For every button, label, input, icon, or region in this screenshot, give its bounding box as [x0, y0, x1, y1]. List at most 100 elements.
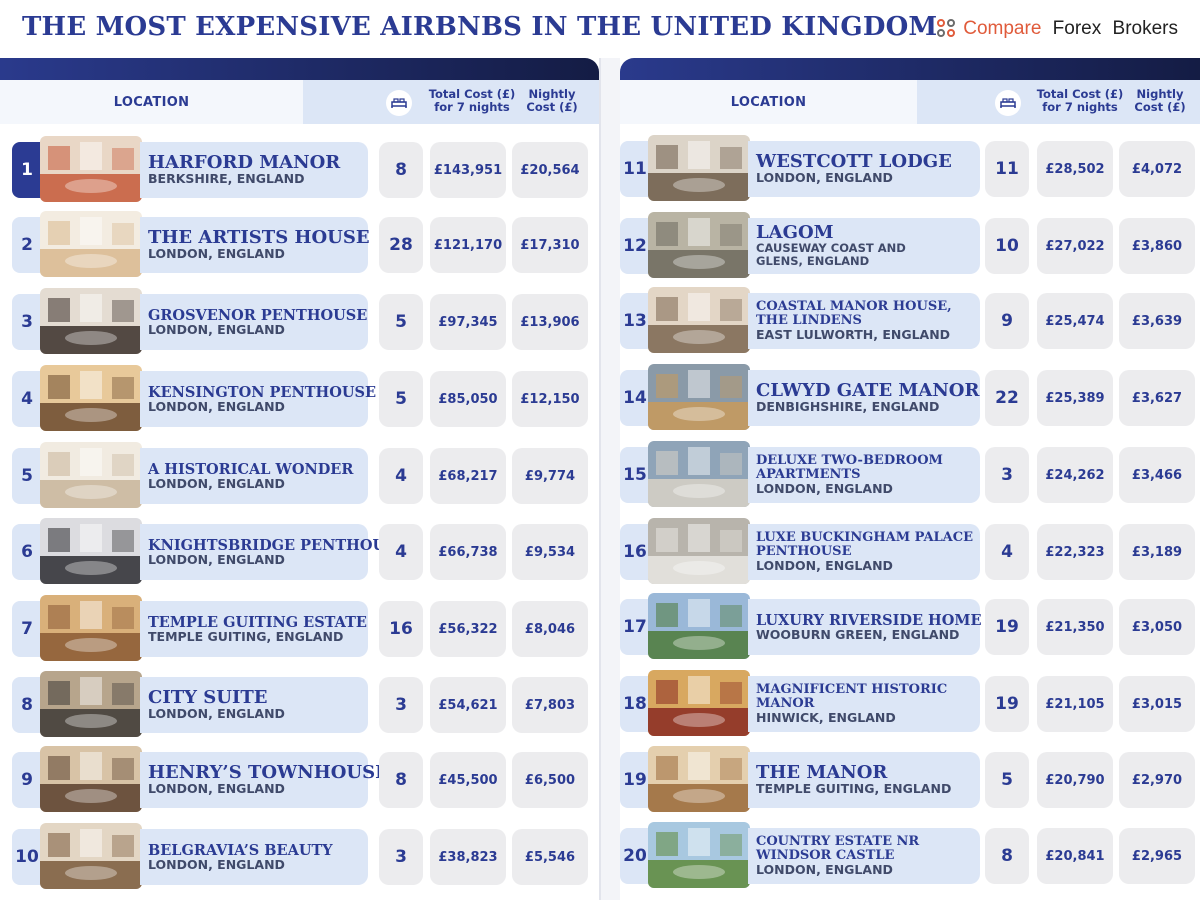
- rank-badge: 10: [12, 829, 42, 885]
- total-cost-cell: £143,951: [430, 142, 506, 198]
- listing-location: LONDON, ENGLAND: [148, 856, 285, 872]
- listing-info: CITY SUITE LONDON, ENGLAND: [140, 677, 368, 733]
- total-cost-header: Total Cost (£) for 7 nights: [1036, 87, 1124, 114]
- listing-info: WESTCOTT LODGE LONDON, ENGLAND: [748, 141, 980, 197]
- total-cost-cell: £22,323: [1037, 524, 1113, 580]
- rank-badge: 14: [620, 370, 650, 426]
- location-header: LOCATION: [620, 80, 917, 124]
- panel-topbar: [620, 58, 1200, 80]
- nightly-cost-cell: £3,050: [1119, 599, 1195, 655]
- listing-location: LONDON, ENGLAND: [148, 246, 285, 261]
- listing-name: COUNTRY ESTATE NR WINDSOR CASTLE: [756, 834, 920, 863]
- listing-info: KNIGHTSBRIDGE PENTHOUSE LONDON, ENGLAND: [140, 524, 407, 580]
- table-row: 10 BELGRAVIA’S BEAUTY LONDON, ENGLAND 3 £…: [0, 823, 600, 889]
- listing-location: LONDON, ENGLAND: [148, 551, 285, 567]
- listing-photo: [648, 135, 750, 201]
- table-row: 8 CITY SUITE LONDON, ENGLAND 3 £54,621 £7…: [0, 671, 600, 737]
- listing-photo: [40, 595, 142, 661]
- left-table: LOCATION Total Cost (£) for 7 nights Nigh…: [0, 58, 601, 900]
- right-table: LOCATION Total Cost (£) for 7 nights Nigh…: [620, 58, 1200, 900]
- rank-badge: 16: [620, 524, 650, 580]
- listing-info: LUXURY RIVERSIDE HOME WOOBURN GREEN, ENGL…: [748, 599, 982, 655]
- listing-location: LONDON, ENGLAND: [148, 398, 285, 414]
- table-row: 1 HARFORD MANOR BERKSHIRE, ENGLAND 8 £143…: [0, 136, 600, 202]
- listing-photo: [40, 823, 142, 889]
- listing-photo: [648, 212, 750, 278]
- rank-badge: 3: [12, 294, 42, 350]
- listing-photo: [648, 364, 750, 430]
- nightly-cost-cell: £4,072: [1119, 141, 1195, 197]
- listing-name: WESTCOTT LODGE: [756, 151, 952, 172]
- table-row: 18 MAGNIFICENT HISTORIC MANOR HINWICK, ENG…: [620, 670, 1200, 736]
- rank-badge: 20: [620, 828, 650, 884]
- rank-badge: 17: [620, 599, 650, 655]
- rank-badge: 5: [12, 448, 42, 504]
- bedrooms-cell: 8: [379, 752, 423, 808]
- column-header: LOCATION Total Cost (£) for 7 nights Nigh…: [0, 80, 599, 124]
- brand-part-3: Brokers: [1112, 18, 1178, 39]
- listing-name: KENSINGTON PENTHOUSE: [148, 383, 377, 401]
- table-row: 4 KENSINGTON PENTHOUSE LONDON, ENGLAND 5 …: [0, 365, 600, 431]
- listing-name: TEMPLE GUITING ESTATE: [148, 613, 367, 631]
- nightly-cost-cell: £9,774: [512, 448, 588, 504]
- total-cost-cell: £54,621: [430, 677, 506, 733]
- nightly-cost-cell: £3,189: [1119, 524, 1195, 580]
- listing-name: MAGNIFICENT HISTORIC MANOR: [756, 682, 948, 711]
- rank-badge: 12: [620, 218, 650, 274]
- total-cost-cell: £25,474: [1037, 293, 1113, 349]
- bedrooms-cell: 4: [985, 524, 1029, 580]
- bedrooms-cell: 5: [379, 371, 423, 427]
- listing-location: LONDON, ENGLAND: [148, 321, 285, 337]
- bedrooms-cell: 10: [985, 218, 1029, 274]
- bedrooms-cell: 16: [379, 601, 423, 657]
- listing-photo: [40, 288, 142, 354]
- listing-info: THE MANOR TEMPLE GUITING, ENGLAND: [748, 752, 980, 808]
- listing-info: COUNTRY ESTATE NR WINDSOR CASTLE LONDON, E…: [748, 828, 980, 884]
- listing-photo: [40, 442, 142, 508]
- listing-info: DELUXE TWO-BEDROOM APARTMENTS LONDON, ENGL…: [748, 447, 980, 503]
- listing-location: LONDON, ENGLAND: [756, 558, 893, 573]
- rank-badge: 9: [12, 752, 42, 808]
- table-row: 14 CLWYD GATE MANOR DENBIGHSHIRE, ENGLAND…: [620, 364, 1200, 430]
- listing-photo: [40, 746, 142, 812]
- rank-badge: 13: [620, 293, 650, 349]
- table-row: 2 THE ARTISTS HOUSE LONDON, ENGLAND 28 £1…: [0, 211, 600, 277]
- listing-location: CAUSEWAY COAST AND GLENS, ENGLAND: [756, 241, 906, 268]
- nightly-cost-header: Nightly Cost (£): [526, 87, 578, 114]
- header: THE MOST EXPENSIVE AIRBNBS IN THE UNITED…: [0, 0, 1200, 58]
- panel-topbar: [0, 58, 599, 80]
- listing-name: KNIGHTSBRIDGE PENTHOUSE: [148, 536, 407, 554]
- nightly-cost-cell: £2,970: [1119, 752, 1195, 808]
- total-cost-cell: £20,841: [1037, 828, 1113, 884]
- bedrooms-cell: 5: [985, 752, 1029, 808]
- total-cost-cell: £21,105: [1037, 676, 1113, 732]
- listing-photo: [40, 365, 142, 431]
- rank-badge: 15: [620, 447, 650, 503]
- listing-photo: [648, 822, 750, 888]
- listing-name: LAGOM: [756, 222, 834, 243]
- listing-location: LONDON, ENGLAND: [756, 481, 893, 496]
- nightly-cost-cell: £3,015: [1119, 676, 1195, 732]
- nightly-cost-header: Nightly Cost (£): [1134, 87, 1186, 114]
- table-row: 16 LUXE BUCKINGHAM PALACE PENTHOUSE LONDON…: [620, 518, 1200, 584]
- listing-info: LAGOM CAUSEWAY COAST AND GLENS, ENGLAND: [748, 218, 980, 274]
- bedrooms-cell: 3: [379, 677, 423, 733]
- brand-part-1: Compare: [963, 18, 1042, 39]
- table-row: 20 COUNTRY ESTATE NR WINDSOR CASTLE LONDON…: [620, 822, 1200, 888]
- listing-location: HINWICK, ENGLAND: [756, 710, 896, 725]
- listing-photo: [648, 287, 750, 353]
- listing-location: LONDON, ENGLAND: [756, 862, 893, 877]
- listing-photo: [648, 746, 750, 812]
- nightly-cost-cell: £12,150: [512, 371, 588, 427]
- total-cost-cell: £97,345: [430, 294, 506, 350]
- total-cost-cell: £27,022: [1037, 218, 1113, 274]
- nightly-cost-cell: £3,860: [1119, 218, 1195, 274]
- listing-info: CLWYD GATE MANOR DENBIGHSHIRE, ENGLAND: [748, 370, 980, 426]
- listing-name: CITY SUITE: [148, 687, 268, 708]
- total-cost-cell: £56,322: [430, 601, 506, 657]
- rank-badge: 1: [12, 142, 42, 198]
- total-cost-cell: £20,790: [1037, 752, 1113, 808]
- rank-badge: 11: [620, 141, 650, 197]
- bedrooms-cell: 19: [985, 676, 1029, 732]
- brand-logo-icon: [937, 19, 957, 39]
